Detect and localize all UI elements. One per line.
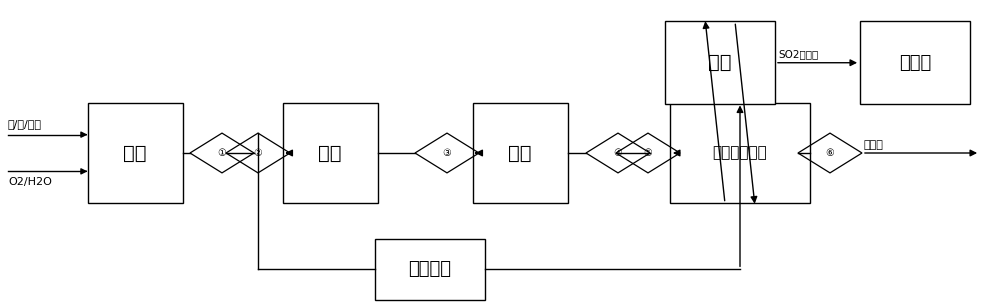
- Text: 循环加压: 循环加压: [409, 260, 452, 278]
- Bar: [88, 103, 182, 203]
- Text: 气化: 气化: [123, 144, 147, 162]
- Bar: [665, 21, 775, 104]
- Text: 硫回收: 硫回收: [899, 54, 931, 72]
- Text: 高温加氢脱硫: 高温加氢脱硫: [713, 145, 767, 161]
- Bar: [860, 21, 970, 104]
- Text: ②: ②: [254, 148, 262, 158]
- Text: ①: ①: [218, 148, 226, 158]
- Text: O2/H2O: O2/H2O: [8, 177, 52, 188]
- Bar: [473, 103, 568, 203]
- Text: 煤/焦/渣油: 煤/焦/渣油: [8, 118, 42, 129]
- Text: SO2酸性气: SO2酸性气: [778, 50, 818, 60]
- Text: 废锅: 废锅: [318, 144, 342, 162]
- Text: ⑥: ⑥: [826, 148, 834, 158]
- Bar: [375, 239, 485, 300]
- Text: ⑤: ⑤: [644, 148, 652, 158]
- Text: ③: ③: [443, 148, 451, 158]
- Text: 再生: 再生: [708, 53, 732, 72]
- Bar: [283, 103, 378, 203]
- Text: 除尘: 除尘: [508, 144, 532, 162]
- Text: ④: ④: [614, 148, 622, 158]
- Text: 燃料气: 燃料气: [864, 140, 884, 150]
- Bar: [670, 103, 810, 203]
